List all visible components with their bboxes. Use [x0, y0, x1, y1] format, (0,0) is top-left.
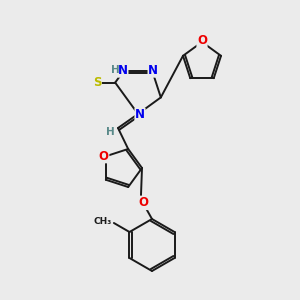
- Text: O: O: [138, 196, 148, 209]
- Text: O: O: [197, 34, 207, 47]
- Text: H: H: [110, 64, 119, 75]
- Text: H: H: [106, 127, 114, 137]
- Text: N: N: [135, 109, 145, 122]
- Text: CH₃: CH₃: [94, 218, 112, 226]
- Text: O: O: [99, 150, 109, 163]
- Text: S: S: [93, 76, 101, 89]
- Text: N: N: [148, 64, 158, 77]
- Text: N: N: [118, 64, 128, 77]
